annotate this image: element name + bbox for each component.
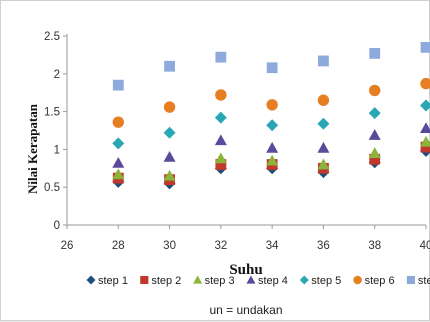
data-point-step-6 (113, 116, 124, 127)
data-point-step-5 (369, 107, 381, 119)
x-tick-label: 34 (266, 240, 279, 252)
legend-label-step-5: step 5 (311, 275, 341, 287)
data-point-step-4 (420, 122, 430, 133)
data-point-step-7 (318, 56, 329, 67)
x-tick-label: 30 (163, 240, 176, 252)
legend-label-step-6: step 6 (365, 275, 395, 287)
data-point-step-6 (318, 95, 329, 106)
data-point-step-5 (164, 127, 176, 139)
y-tick-label: 1 (54, 144, 60, 156)
data-points (112, 42, 430, 189)
x-axis-title: Suhu (229, 262, 262, 278)
legend-label-step-2: step 2 (151, 275, 181, 287)
y-tick-label: 0.5 (44, 182, 60, 194)
x-tick-label: 26 (61, 240, 74, 252)
data-point-step-5 (266, 119, 278, 131)
data-point-step-7 (421, 42, 430, 53)
legend-marker-step-7 (407, 276, 415, 284)
x-tick-label: 36 (317, 240, 330, 252)
y-axis-title: Nilai Kerapatan (25, 103, 40, 194)
x-tick-label: 32 (214, 240, 227, 252)
x-tick-label: 28 (112, 240, 125, 252)
legend-marker-step-1 (87, 276, 96, 285)
data-point-step-3 (215, 152, 227, 163)
data-point-step-7 (369, 48, 380, 59)
data-point-step-5 (215, 112, 227, 124)
data-point-step-5 (112, 137, 124, 149)
legend-marker-step-5 (300, 276, 309, 285)
y-tick-label: 2.5 (44, 31, 60, 43)
legend-label-step-1: step 1 (98, 275, 128, 287)
data-point-step-7 (215, 52, 226, 63)
x-tick-label: 40 (420, 240, 430, 252)
data-point-step-6 (164, 101, 175, 112)
y-tick-labels: 0 0.5 1 1.5 2 2.5 (44, 31, 67, 232)
data-point-step-5 (420, 100, 430, 112)
data-point-step-7 (164, 61, 175, 72)
axes (67, 34, 426, 225)
legend-marker-step-6 (353, 276, 362, 285)
data-point-step-3 (420, 136, 430, 147)
data-point-step-5 (317, 118, 329, 130)
data-point-step-4 (215, 134, 227, 145)
data-point-step-3 (369, 147, 381, 158)
data-point-step-6 (420, 78, 430, 89)
y-tick-label: 0 (54, 220, 60, 232)
x-tick-label: 38 (368, 240, 381, 252)
data-point-step-6 (369, 85, 380, 96)
y-tick-label: 2 (54, 69, 60, 81)
data-point-step-4 (369, 129, 381, 140)
legend-marker-step-2 (140, 276, 148, 284)
data-point-step-6 (215, 89, 226, 100)
x-tick-labels: 26 28 30 32 34 36 38 40 (61, 225, 430, 252)
data-point-step-7 (267, 62, 278, 73)
y-tick-label: 1.5 (44, 107, 60, 119)
legend-label-step-7: step 7 (418, 275, 430, 287)
footnote: un = undakan (209, 303, 282, 317)
legend-marker-step-3 (193, 276, 202, 284)
data-point-step-4 (266, 142, 278, 153)
data-point-step-4 (164, 151, 176, 162)
data-point-step-4 (112, 157, 124, 168)
data-point-step-7 (113, 80, 124, 91)
data-point-step-6 (266, 99, 277, 110)
data-point-step-4 (317, 142, 329, 153)
